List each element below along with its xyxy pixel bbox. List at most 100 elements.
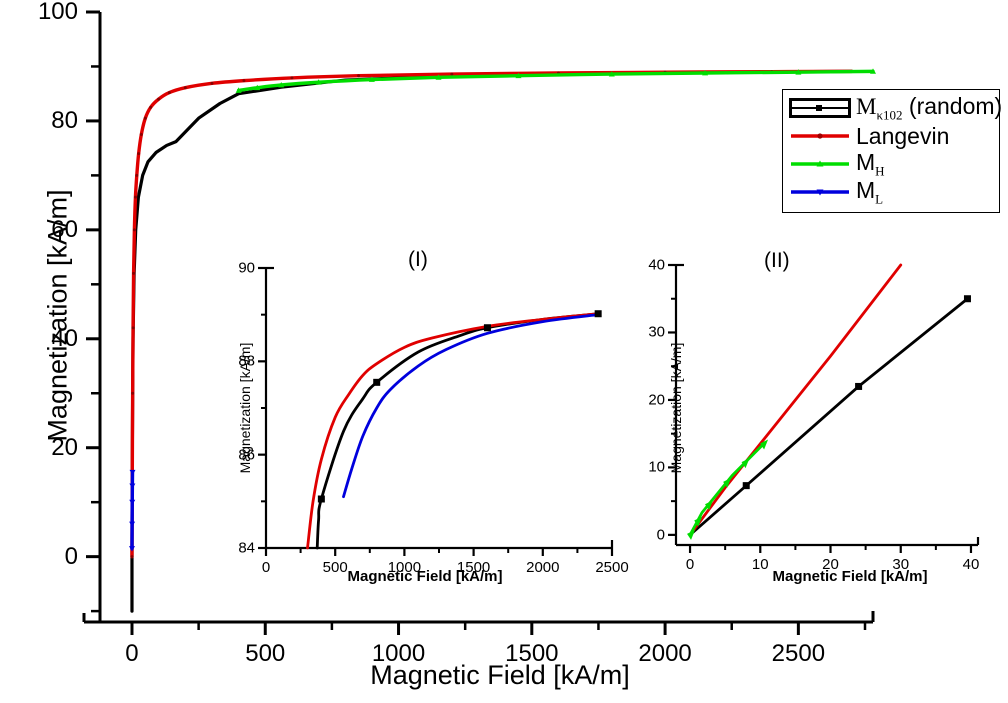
main-marker-triangle (315, 79, 322, 85)
main-marker-dot (139, 133, 143, 137)
inset-marker-triangle (723, 477, 732, 488)
legend-symbol-mk102 (789, 97, 851, 119)
legend-label-2-main: M (856, 148, 876, 175)
inset-x-tick-label: 20 (822, 556, 839, 573)
inset-series-1 (688, 263, 903, 537)
legend-item-2: MH (789, 150, 993, 178)
main-marker-dot (137, 152, 141, 156)
main-marker-triangle (278, 81, 285, 88)
main-marker-triangle (608, 71, 615, 77)
main-marker-triangle-down (129, 521, 136, 527)
main-y-tick-label: 60 (51, 215, 78, 243)
main-x-tick-label: 1000 (371, 640, 426, 667)
main-marker-triangle (435, 74, 442, 80)
inset-x-tick-label: 1000 (387, 559, 422, 576)
legend-label-0-main: M (856, 93, 877, 119)
legend-item-3: ML (789, 178, 993, 206)
main-marker-triangle (870, 68, 876, 74)
main-marker-dot (131, 326, 135, 330)
legend-symbol-mh (789, 153, 851, 175)
inset-series-0 (315, 312, 600, 550)
main-x-tick-label: 1500 (505, 640, 559, 667)
inset-y-tick-label: 20 (648, 391, 665, 409)
legend-label-1-main: Langevin (856, 122, 950, 149)
inset-y-tick-label: 0 (656, 526, 665, 544)
main-marker-triangle (702, 70, 709, 76)
main-x-tick-label: 2000 (638, 640, 692, 667)
legend-item-0: Mκ102 (random) (789, 94, 1002, 122)
main-y-tick-label: 0 (64, 542, 78, 570)
legend-label-2: MH (856, 148, 885, 179)
main-x-tick-label: 500 (245, 640, 286, 667)
legend-label-0: Mκ102 (random) (856, 92, 1003, 123)
main-marker-triangle (254, 84, 261, 91)
main-y-tick-label: 20 (51, 433, 78, 461)
main-marker-triangle (368, 76, 375, 82)
inset-marker-square (594, 310, 602, 318)
inset-series-2 (342, 313, 600, 499)
inset2-y-axis-label: Magnetization [kA/m] (668, 342, 684, 474)
main-marker-dot (130, 555, 134, 559)
legend-label-2-sub: H (875, 163, 885, 179)
inset-x-tick-label: 1500 (456, 559, 491, 576)
legend-symbol-ml (789, 181, 851, 203)
inset-x-tick-label: 40 (962, 556, 980, 573)
main-marker-dot (143, 116, 147, 120)
inset-x-tick-label: 500 (322, 559, 348, 576)
inset-marker-square (317, 495, 325, 503)
main-marker-dot (131, 391, 135, 395)
main-marker-triangle (515, 72, 522, 79)
main-marker-triangle (795, 69, 802, 75)
inset-x-tick-label: 10 (751, 556, 769, 573)
main-y-tick-label: 80 (51, 106, 78, 134)
inset-marker-triangle (741, 458, 750, 469)
main-marker-dot (157, 97, 161, 101)
legend-box: Mκ102 (random) Langevin MH (782, 89, 1002, 213)
legend-label-3-sub: L (875, 191, 884, 207)
main-marker-dot (290, 76, 294, 80)
main-marker-dot (183, 86, 187, 90)
legend-label-0-tail: (random) (902, 92, 1003, 119)
inset-marker-square (373, 378, 381, 386)
main-marker-dot (357, 74, 361, 78)
main-y-tick-label: 100 (37, 0, 78, 25)
inset-y-tick-label: 30 (648, 323, 665, 341)
inset1-title: (I) (408, 248, 428, 271)
inset-marker-square (963, 295, 971, 303)
main-x-tick-label: 2500 (771, 640, 826, 667)
main-marker-dot (132, 271, 136, 275)
inset-marker-square (742, 482, 750, 490)
inset-x-tick-label: 2000 (526, 559, 560, 576)
inset-marker-triangle (694, 516, 703, 527)
main-marker-dot (133, 195, 137, 199)
main-x-tick-label: 0 (125, 640, 139, 667)
main-marker-triangle-down (129, 469, 136, 476)
main-marker-triangle (235, 87, 242, 93)
inset2-x-axis-label: Magnetic Field [kA/m] (772, 568, 928, 585)
main-marker-triangle-down (129, 499, 136, 506)
legend-symbol-langevin (789, 125, 851, 147)
inset-x-tick-label: 2500 (595, 559, 629, 576)
inset2-title: (II) (764, 249, 790, 272)
inset-marker-square (855, 382, 863, 390)
main-marker-triangle-down (128, 546, 135, 552)
inset-x-tick-label: 30 (892, 556, 910, 573)
legend-label-1: Langevin (856, 122, 950, 149)
inset-y-tick-label: 86 (238, 446, 255, 464)
main-x-axis-label: Magnetic Field [kA/m] (370, 660, 630, 690)
inset-y-tick-label: 84 (238, 539, 255, 557)
inset-marker-triangle (687, 529, 696, 540)
inset1-x-axis-label: Magnetic Field [kA/m] (347, 568, 503, 585)
inset-y-tick-label: 10 (648, 458, 665, 476)
inset-marker-triangle (760, 439, 769, 450)
legend-item-1: Langevin (789, 122, 993, 150)
main-marker-dot (242, 79, 246, 83)
inset-series-0 (688, 297, 969, 537)
inset-x-tick-label: 0 (261, 559, 271, 576)
main-y-tick-label: 40 (51, 324, 78, 352)
main-marker-dot (210, 81, 214, 85)
inset-x-tick-label: 0 (685, 556, 695, 573)
legend-label-0-sub: κ102 (876, 107, 903, 123)
